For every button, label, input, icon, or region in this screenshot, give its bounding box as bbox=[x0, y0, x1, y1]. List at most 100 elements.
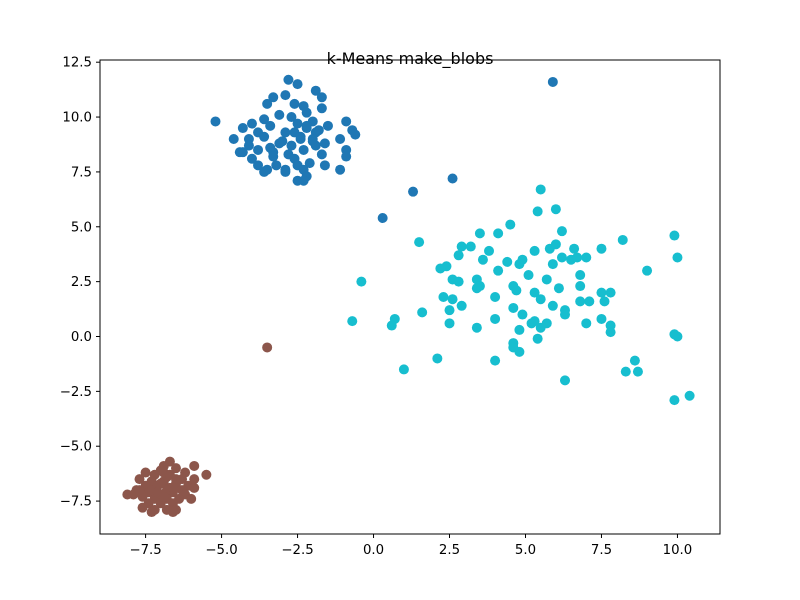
scatter-point-cluster-1 bbox=[295, 131, 306, 142]
scatter-point-cluster-1 bbox=[237, 123, 248, 134]
scatter-point-cluster-2 bbox=[556, 252, 567, 263]
scatter-point-cluster-2 bbox=[535, 184, 546, 195]
scatter-point-cluster-2 bbox=[505, 219, 516, 230]
scatter-point-cluster-2 bbox=[532, 206, 543, 217]
x-tick-label: 10.0 bbox=[663, 543, 693, 558]
scatter-point-cluster-1 bbox=[319, 138, 330, 149]
scatter-point-cluster-1 bbox=[350, 129, 361, 140]
scatter-point-cluster-2 bbox=[575, 270, 586, 281]
scatter-point-cluster-1 bbox=[304, 158, 315, 169]
scatter-point-cluster-3 bbox=[122, 489, 133, 500]
scatter-point-cluster-1 bbox=[274, 138, 285, 149]
scatter-point-cluster-3 bbox=[158, 491, 169, 502]
scatter-point-cluster-3 bbox=[167, 482, 178, 493]
y-tick-label: −5.0 bbox=[60, 440, 92, 455]
y-tick-label: 2.5 bbox=[71, 275, 92, 290]
scatter-point-cluster-2 bbox=[456, 241, 467, 252]
scatter-point-cluster-2 bbox=[514, 259, 525, 270]
scatter-point-cluster-2 bbox=[529, 245, 540, 256]
scatter-point-cluster-3 bbox=[140, 467, 151, 478]
scatter-point-cluster-2 bbox=[386, 320, 397, 331]
scatter-point-cluster-2 bbox=[514, 346, 525, 357]
scatter-point-cluster-2 bbox=[523, 270, 534, 281]
scatter-point-cluster-2 bbox=[596, 287, 607, 298]
scatter-point-cluster-2 bbox=[553, 283, 564, 294]
scatter-point-cluster-1 bbox=[289, 98, 300, 109]
scatter-point-cluster-2 bbox=[541, 318, 552, 329]
scatter-point-cluster-3 bbox=[146, 507, 157, 518]
scatter-point-cluster-3 bbox=[134, 474, 145, 485]
scatter-point-cluster-2 bbox=[556, 226, 567, 237]
y-tick-label: 0.0 bbox=[71, 330, 92, 345]
scatter-point-cluster-1 bbox=[377, 213, 388, 223]
scatter-point-cluster-1 bbox=[292, 79, 303, 90]
scatter-point-cluster-2 bbox=[575, 281, 586, 292]
scatter-point-cluster-2 bbox=[547, 300, 558, 311]
scatter-point-cluster-1 bbox=[298, 175, 309, 186]
scatter-point-cluster-1 bbox=[246, 118, 257, 129]
scatter-point-cluster-2 bbox=[490, 292, 501, 302]
scatter-point-cluster-1 bbox=[210, 116, 221, 127]
scatter-point-cluster-2 bbox=[572, 252, 583, 263]
scatter-point-cluster-1 bbox=[243, 140, 254, 151]
scatter-point-cluster-1 bbox=[322, 120, 333, 131]
scatter-point-cluster-2 bbox=[471, 283, 482, 294]
y-tick-label: −2.5 bbox=[60, 385, 92, 400]
scatter-point-cluster-2 bbox=[629, 355, 640, 366]
scatter-point-cluster-1 bbox=[301, 120, 312, 131]
scatter-point-cluster-1 bbox=[301, 107, 312, 118]
scatter-point-cluster-2 bbox=[356, 276, 367, 287]
scatter-point-cluster-1 bbox=[335, 164, 346, 175]
scatter-point-cluster-2 bbox=[581, 252, 592, 263]
scatter-point-cluster-2 bbox=[474, 228, 485, 239]
scatter-point-cluster-2 bbox=[529, 316, 540, 327]
x-tick-label: −5.0 bbox=[205, 543, 237, 558]
scatter-point-cluster-3 bbox=[155, 478, 166, 489]
plot-frame bbox=[99, 59, 721, 535]
x-tick-label: 2.5 bbox=[439, 543, 460, 558]
scatter-point-cluster-2 bbox=[502, 256, 513, 267]
scatter-point-cluster-1 bbox=[271, 160, 282, 171]
chart-title: k-Means make_blobs bbox=[327, 49, 494, 69]
scatter-point-cluster-2 bbox=[620, 366, 631, 377]
scatter-point-cluster-1 bbox=[237, 147, 248, 158]
scatter-point-cluster-2 bbox=[672, 252, 683, 263]
scatter-point-cluster-1 bbox=[316, 103, 327, 114]
scatter-point-cluster-2 bbox=[535, 294, 546, 305]
scatter-point-cluster-1 bbox=[283, 74, 294, 85]
scatter-point-cluster-2 bbox=[493, 265, 504, 276]
scatter-point-cluster-2 bbox=[511, 285, 522, 296]
y-tick-label: −7.5 bbox=[60, 495, 92, 510]
scatter-point-cluster-1 bbox=[292, 118, 303, 129]
x-axis-ticks: −7.5 −5.0 −2.5 0.0 2.5 5.0 7.5 10.0 bbox=[129, 534, 692, 558]
scatter-point-cluster-1 bbox=[286, 140, 297, 151]
scatter-point-cluster-2 bbox=[447, 294, 458, 305]
scatter-point-cluster-2 bbox=[684, 390, 695, 401]
plot-area bbox=[100, 60, 720, 534]
scatter-point-cluster-2 bbox=[444, 318, 455, 329]
scatter-point-cluster-1 bbox=[447, 173, 458, 184]
x-tick-label: −7.5 bbox=[129, 543, 161, 558]
scatter-point-cluster-2 bbox=[596, 243, 607, 254]
scatter-point-cluster-1 bbox=[307, 134, 318, 144]
scatter-point-cluster-1 bbox=[335, 134, 346, 144]
scatter-point-cluster-1 bbox=[280, 166, 291, 177]
scatter-point-cluster-2 bbox=[417, 307, 428, 318]
scatter-point-cluster-1 bbox=[280, 90, 291, 101]
scatter-point-cluster-1 bbox=[310, 85, 321, 96]
scatter-point-cluster-2 bbox=[508, 302, 519, 313]
scatter-point-cluster-1 bbox=[274, 109, 285, 120]
scatter-point-cluster-1 bbox=[547, 76, 558, 87]
scatter-point-cluster-2 bbox=[541, 274, 552, 285]
scatter-point-cluster-3 bbox=[134, 485, 145, 496]
scatter-point-cluster-3 bbox=[189, 460, 200, 471]
scatter-point-cluster-2 bbox=[435, 263, 446, 274]
scatter-point-cluster-2 bbox=[560, 375, 570, 386]
x-tick-label: 7.5 bbox=[591, 543, 612, 558]
scatter-point-cluster-2 bbox=[672, 331, 683, 342]
scatter-point-cluster-1 bbox=[262, 98, 273, 109]
scatter-point-cluster-1 bbox=[341, 116, 352, 127]
scatter-point-cluster-1 bbox=[286, 112, 297, 123]
scatter-point-cluster-2 bbox=[432, 353, 443, 364]
